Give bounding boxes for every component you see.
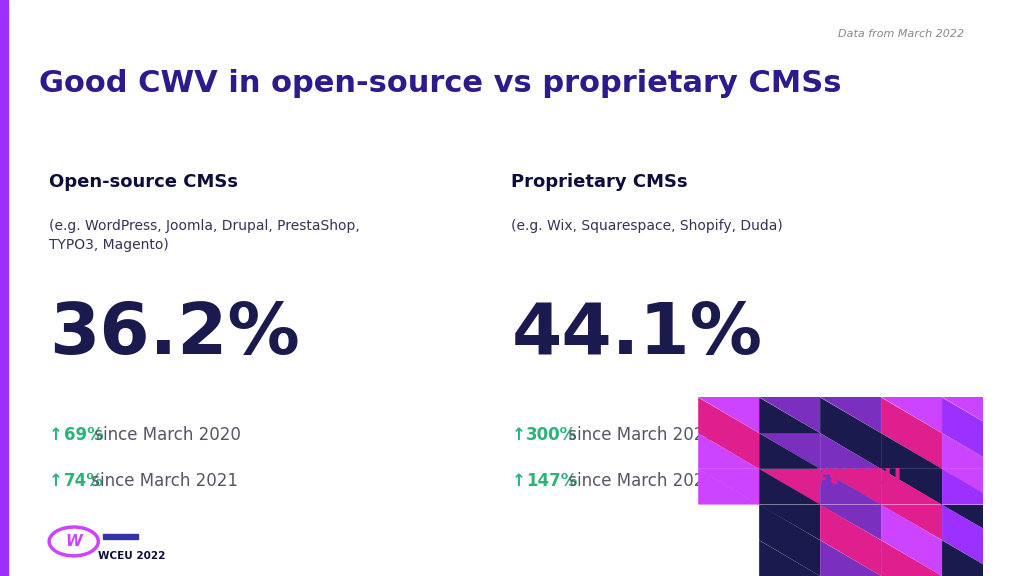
Text: #WCEU: #WCEU bbox=[809, 468, 902, 488]
Polygon shape bbox=[820, 469, 881, 505]
Text: 69%: 69% bbox=[63, 426, 103, 444]
Polygon shape bbox=[759, 505, 820, 540]
Polygon shape bbox=[820, 540, 881, 576]
Polygon shape bbox=[942, 433, 1004, 469]
Text: 74%: 74% bbox=[63, 472, 103, 490]
Bar bbox=[103, 534, 137, 539]
Text: ↑: ↑ bbox=[49, 426, 63, 444]
Polygon shape bbox=[881, 469, 942, 505]
Text: Open-source CMSs: Open-source CMSs bbox=[49, 173, 239, 191]
Polygon shape bbox=[881, 540, 942, 576]
Polygon shape bbox=[820, 397, 881, 433]
Polygon shape bbox=[820, 433, 881, 469]
Text: 44.1%: 44.1% bbox=[511, 300, 762, 369]
Text: since March 2021: since March 2021 bbox=[563, 472, 716, 490]
Polygon shape bbox=[881, 505, 942, 540]
Polygon shape bbox=[698, 433, 759, 469]
Text: 300%: 300% bbox=[526, 426, 578, 444]
Polygon shape bbox=[881, 540, 942, 576]
Polygon shape bbox=[881, 433, 942, 469]
Text: since March 2021: since March 2021 bbox=[86, 472, 238, 490]
Text: W: W bbox=[66, 534, 82, 549]
Polygon shape bbox=[698, 469, 759, 505]
Polygon shape bbox=[759, 433, 820, 469]
Polygon shape bbox=[820, 397, 881, 433]
Polygon shape bbox=[698, 433, 759, 469]
Polygon shape bbox=[759, 433, 820, 469]
Polygon shape bbox=[759, 469, 820, 505]
Text: 147%: 147% bbox=[526, 472, 578, 490]
Text: WCEU 2022: WCEU 2022 bbox=[98, 551, 166, 561]
Polygon shape bbox=[698, 397, 759, 433]
Polygon shape bbox=[881, 469, 942, 505]
Text: ↑: ↑ bbox=[511, 426, 525, 444]
Text: Proprietary CMSs: Proprietary CMSs bbox=[511, 173, 688, 191]
Polygon shape bbox=[759, 540, 820, 576]
Polygon shape bbox=[881, 397, 942, 433]
Polygon shape bbox=[942, 433, 1004, 469]
Polygon shape bbox=[759, 469, 820, 505]
Text: (e.g. Wix, Squarespace, Shopify, Duda): (e.g. Wix, Squarespace, Shopify, Duda) bbox=[511, 219, 783, 233]
Text: Data from March 2022: Data from March 2022 bbox=[838, 29, 964, 39]
Polygon shape bbox=[759, 397, 820, 433]
Polygon shape bbox=[942, 540, 1004, 576]
Text: (e.g. WordPress, Joomla, Drupal, PrestaShop,
TYPO3, Magento): (e.g. WordPress, Joomla, Drupal, PrestaS… bbox=[49, 219, 359, 252]
Polygon shape bbox=[881, 397, 942, 433]
Polygon shape bbox=[759, 540, 820, 576]
Polygon shape bbox=[820, 505, 881, 540]
Polygon shape bbox=[698, 397, 759, 433]
Polygon shape bbox=[881, 433, 942, 469]
Text: ↑: ↑ bbox=[511, 472, 525, 490]
Text: since March 2020: since March 2020 bbox=[563, 426, 716, 444]
Polygon shape bbox=[942, 505, 1004, 540]
Text: since March 2020: since March 2020 bbox=[88, 426, 241, 444]
Text: ↑: ↑ bbox=[49, 472, 63, 490]
Polygon shape bbox=[698, 469, 759, 505]
Polygon shape bbox=[820, 540, 881, 576]
Polygon shape bbox=[759, 397, 820, 433]
Polygon shape bbox=[942, 397, 1004, 433]
Polygon shape bbox=[881, 505, 942, 540]
Polygon shape bbox=[820, 505, 881, 540]
Polygon shape bbox=[820, 433, 881, 469]
Text: 36.2%: 36.2% bbox=[49, 300, 300, 369]
Polygon shape bbox=[942, 469, 1004, 505]
Polygon shape bbox=[759, 505, 820, 540]
Polygon shape bbox=[942, 505, 1004, 540]
Polygon shape bbox=[942, 540, 1004, 576]
Polygon shape bbox=[942, 469, 1004, 505]
Text: Good CWV in open-source vs proprietary CMSs: Good CWV in open-source vs proprietary C… bbox=[39, 69, 842, 98]
Polygon shape bbox=[942, 397, 1004, 433]
Polygon shape bbox=[820, 469, 881, 505]
